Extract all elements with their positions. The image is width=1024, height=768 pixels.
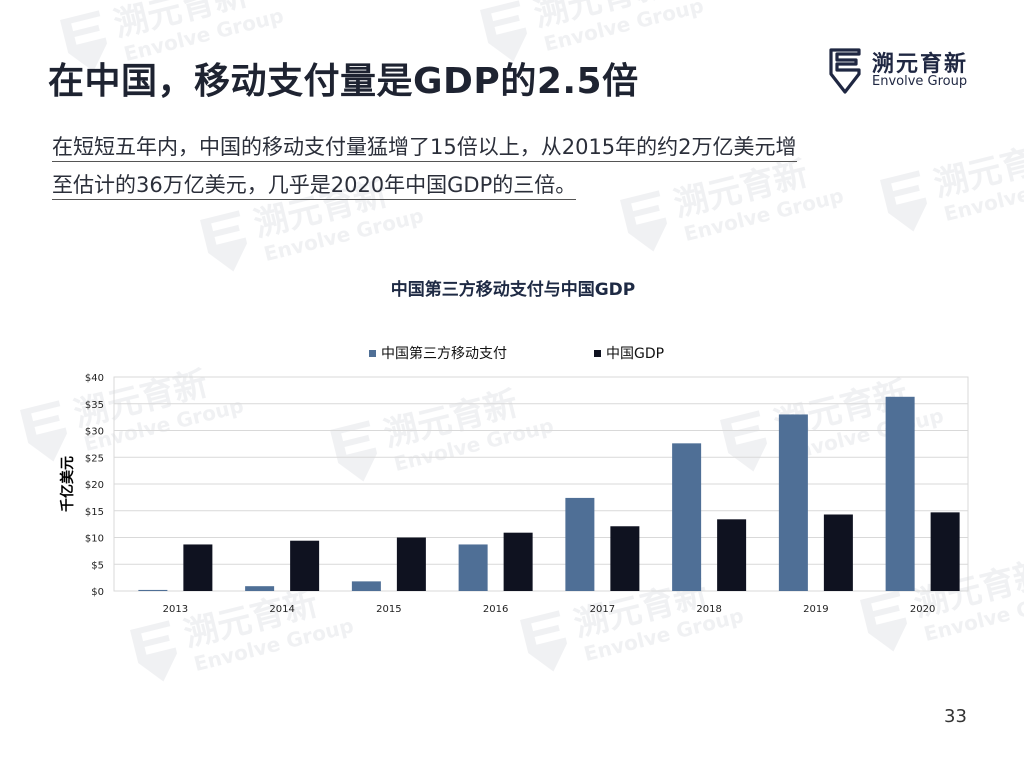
- bar-payments-2013: [138, 589, 168, 591]
- page-number: 33: [944, 706, 967, 727]
- bar-gdp-2020: [930, 512, 960, 591]
- bar-payments-2020: [885, 396, 915, 591]
- bars: [138, 396, 960, 591]
- x-tick-label: 2019: [803, 604, 828, 615]
- bar-payments-2014: [245, 586, 275, 591]
- y-tick-label: $20: [85, 480, 104, 491]
- legend-swatch-gdp: [594, 350, 601, 357]
- y-tick-label: $40: [85, 373, 104, 384]
- legend-label-payments: 中国第三方移动支付: [381, 345, 507, 362]
- bar-gdp-2019: [823, 514, 853, 591]
- x-tick-label: 2015: [376, 604, 401, 615]
- y-tick-label: $30: [85, 427, 104, 438]
- bar-payments-2018: [672, 443, 702, 591]
- bar-gdp-2016: [503, 532, 533, 591]
- logo-english-name: Envolve Group: [872, 74, 968, 89]
- bar-gdp-2013: [183, 544, 213, 591]
- slide-title: 在中国，移动支付量是GDP的2.5倍: [48, 61, 639, 102]
- slide-subtitle: 在短短五年内，中国的移动支付量猛增了15倍以上，从2015年的约2万亿美元增 至…: [52, 128, 982, 204]
- bar-payments-2016: [458, 544, 488, 591]
- bar-payments-2019: [778, 414, 808, 591]
- legend-label-gdp: 中国GDP: [606, 346, 664, 362]
- bar-payments-2017: [565, 497, 595, 591]
- x-axis-ticks: 2013 2014 2015 2016 2017 2018 2019 2020: [163, 604, 936, 615]
- subtitle-line-2: 至估计的36万亿美元，几乎是2020年中国GDP的三倍。: [52, 173, 577, 200]
- y-tick-label: $5: [91, 560, 104, 571]
- x-tick-label: 2020: [910, 604, 935, 615]
- x-tick-label: 2014: [269, 604, 294, 615]
- envolve-shield-icon: [829, 48, 861, 94]
- x-tick-label: 2017: [590, 604, 615, 615]
- bar-gdp-2018: [717, 519, 747, 591]
- y-axis-label: 千亿美元: [59, 456, 76, 512]
- y-tick-label: $10: [85, 534, 104, 545]
- y-tick-label: $0: [91, 587, 104, 598]
- legend-swatch-payments: [369, 350, 376, 357]
- x-tick-label: 2013: [163, 604, 188, 615]
- y-tick-label: $25: [85, 453, 104, 464]
- logo-chinese-name: 溯元育新: [872, 52, 969, 77]
- x-tick-label: 2016: [483, 604, 508, 615]
- y-tick-label: $15: [85, 507, 104, 518]
- y-axis-ticks: $0 $5 $10 $15 $20 $25 $30 $35 $40: [85, 373, 104, 598]
- bar-gdp-2017: [610, 526, 640, 591]
- chart-title: 中国第三方移动支付与中国GDP: [391, 279, 636, 300]
- bar-gdp-2015: [396, 537, 426, 591]
- subtitle-line-1: 在短短五年内，中国的移动支付量猛增了15倍以上，从2015年的约2万亿美元增: [52, 135, 797, 162]
- y-tick-label: $35: [85, 400, 104, 411]
- company-logo: 溯元育新 Envolve Group: [828, 44, 998, 100]
- chart-legend: 中国第三方移动支付 中国GDP: [369, 345, 664, 362]
- bar-payments-2015: [351, 581, 381, 591]
- bar-gdp-2014: [290, 540, 320, 591]
- x-tick-label: 2018: [696, 604, 721, 615]
